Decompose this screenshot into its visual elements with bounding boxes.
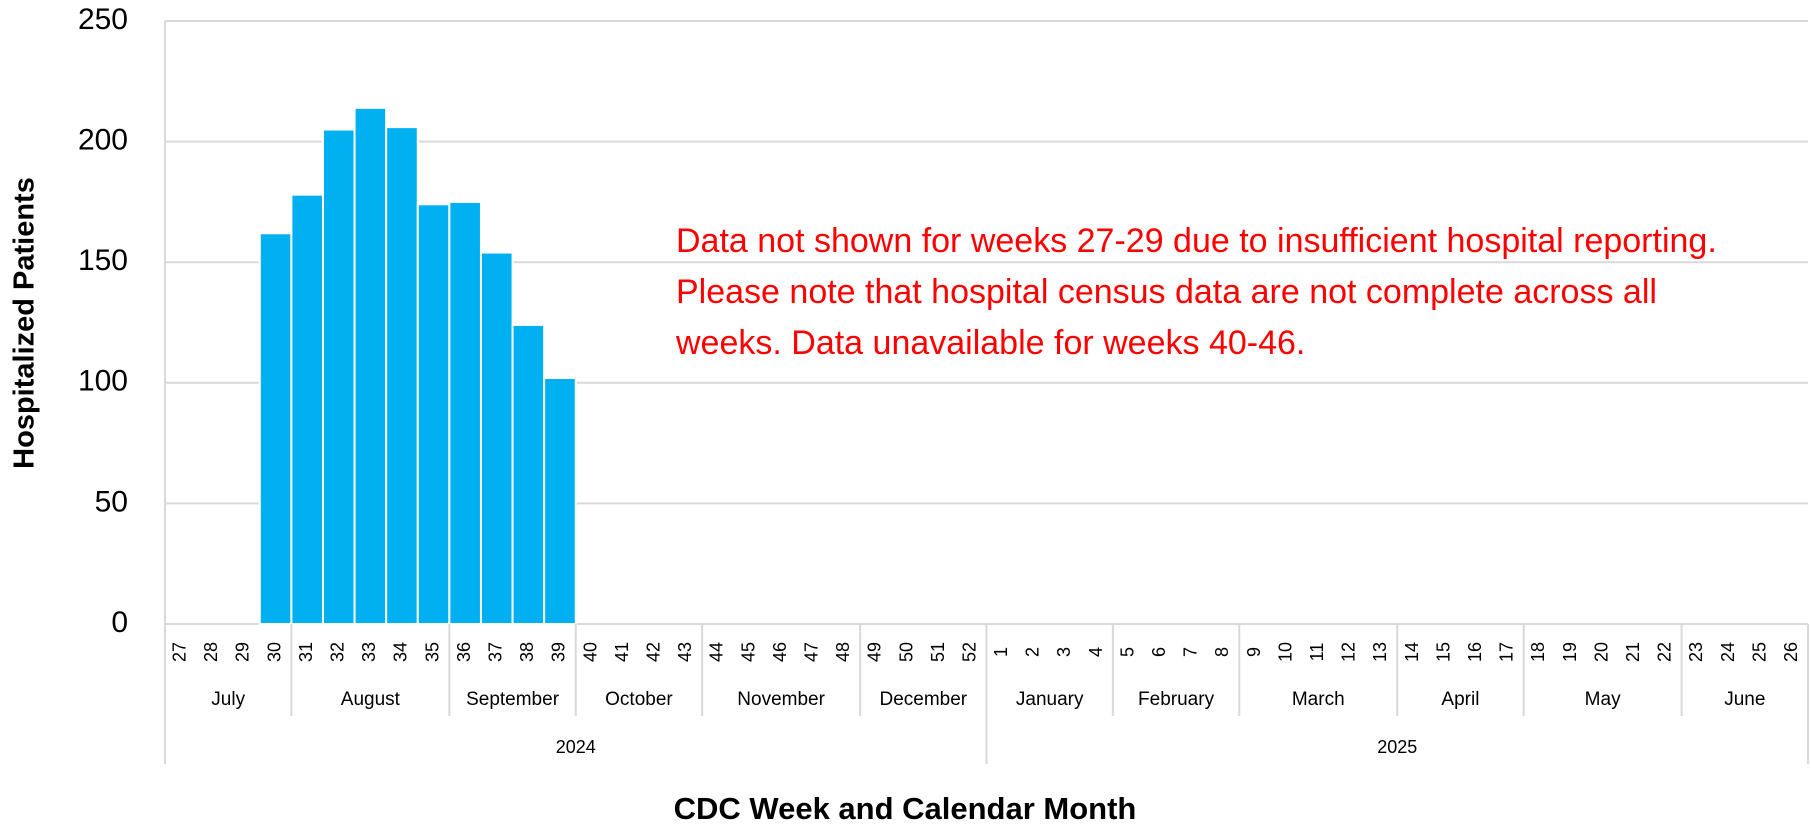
x-tick-label: 8 [1212,647,1232,657]
x-tick-label: 28 [201,642,221,662]
x-tick-label: 51 [928,642,948,662]
bar [385,126,419,626]
bar [258,232,293,625]
annotation: Data not shown for weeks 27-29 due to in… [676,222,1717,362]
month-label: April [1441,689,1479,710]
y-tick-label: 250 [78,3,128,36]
x-tick-label: 21 [1623,642,1643,662]
x-tick-label: 1 [991,647,1011,657]
x-tick-label: 30 [264,642,284,662]
month-label: March [1292,689,1345,710]
x-tick-label: 12 [1339,642,1359,662]
x-tick-label: 3 [1054,647,1074,657]
y-tick-label: 200 [78,124,128,157]
x-tick-label: 11 [1307,643,1327,662]
x-tick-label: 27 [170,642,190,662]
x-tick-label: 33 [359,642,379,662]
x-tick-label: 40 [580,642,600,662]
month-label: December [879,689,967,710]
x-tick-label: 6 [1149,647,1169,657]
x-tick-label: 45 [738,642,758,662]
x-tick-label: 24 [1718,642,1738,662]
x-tick-label: 42 [643,642,663,662]
y-tick-label: 50 [95,485,128,518]
bar [448,200,482,625]
x-tick-label: 14 [1402,642,1422,662]
x-tick-label: 34 [391,642,411,662]
month-label: May [1585,689,1621,710]
x-tick-label: 17 [1497,642,1517,662]
x-tick-label: 39 [549,642,569,662]
x-tick-label: 20 [1591,642,1611,662]
bar [416,203,451,625]
bar [353,106,388,626]
bar [543,376,577,626]
y-tick-label: 150 [78,244,128,277]
x-tick-label: 36 [454,642,474,662]
x-tick-label: 31 [296,642,316,662]
bar [290,193,324,625]
x-tick-label: 10 [1275,642,1295,662]
x-tick-label: 29 [233,642,253,662]
x-tick-label: 26 [1781,642,1801,662]
x-tick-label: 16 [1465,642,1485,662]
y-tick-label: 100 [78,365,128,398]
x-tick-label: 44 [707,642,727,662]
x-tick-label: 25 [1749,642,1769,662]
month-label: July [211,689,245,710]
x-tick-label: 5 [1117,647,1137,657]
month-label: October [605,689,673,710]
x-tick-label: 41 [612,642,632,662]
x-tick-label: 23 [1686,642,1706,662]
month-label: January [1016,689,1084,710]
month-label: August [341,689,401,710]
bar [321,128,356,625]
year-label: 2025 [1377,737,1417,757]
x-tick-label: 18 [1528,642,1548,662]
x-tick-label: 47 [801,642,821,662]
x-tick-label: 46 [770,642,790,662]
x-tick-label: 2 [1023,647,1043,657]
x-tick-label: 38 [517,642,537,662]
x-tick-label: 19 [1560,642,1580,662]
y-tick-label: 0 [111,606,128,639]
month-label: June [1724,689,1765,710]
x-tick-label: 37 [486,642,506,662]
x-tick-label: 4 [1086,647,1106,657]
x-tick-label: 13 [1370,642,1390,662]
bar [511,323,546,625]
y-axis-title: Hospitalized Patients [9,177,41,469]
x-tick-label: 22 [1655,642,1675,662]
x-tick-label: 52 [959,642,979,662]
x-tick-label: 9 [1244,647,1264,657]
x-tick-label: 32 [328,642,348,662]
x-tick-label: 15 [1433,642,1453,662]
month-label: November [737,689,825,710]
year-label: 2024 [556,737,596,757]
x-tick-label: 35 [422,642,442,662]
x-tick-label: 7 [1181,647,1201,657]
month-label: February [1138,689,1215,710]
x-tick-label: 48 [833,642,853,662]
x-tick-label: 50 [896,642,916,662]
bar [479,251,514,625]
x-tick-label: 49 [865,642,885,662]
x-axis-title: CDC Week and Calendar Month [674,791,1137,826]
month-label: September [466,689,560,710]
x-tick-label: 43 [675,642,695,662]
